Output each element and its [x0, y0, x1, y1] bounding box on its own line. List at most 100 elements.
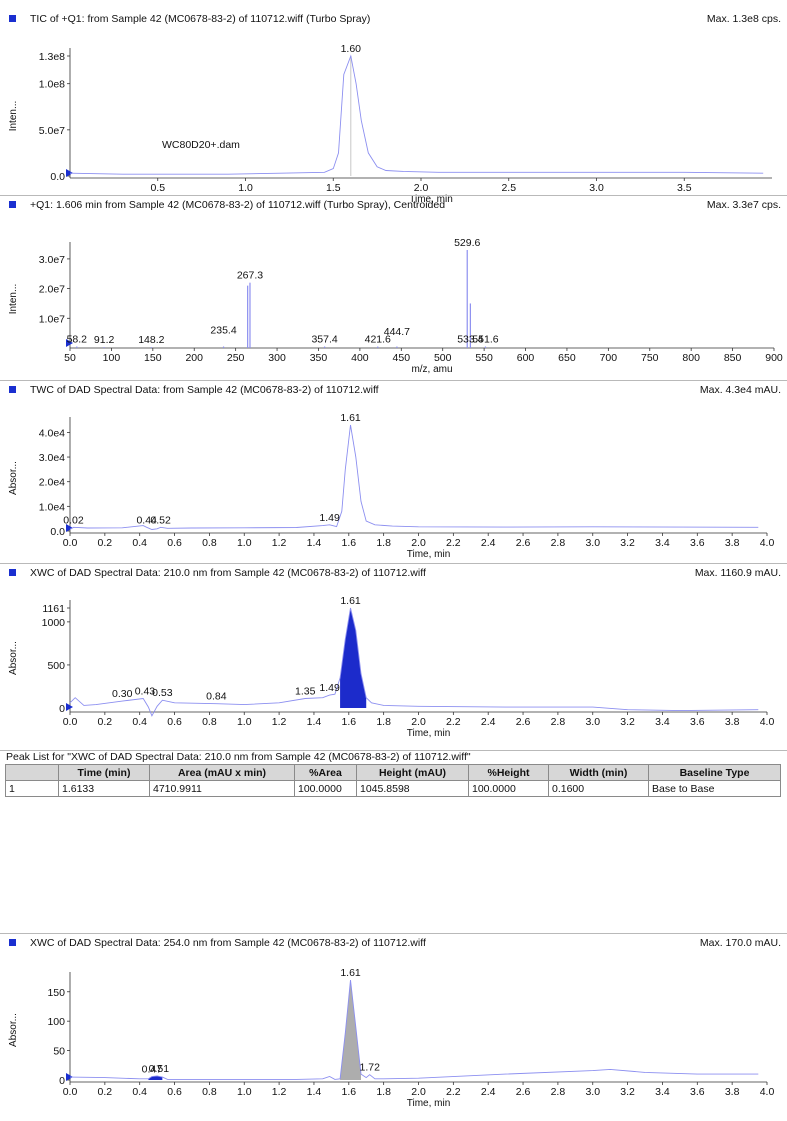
- x-tick-label: 3.6: [690, 1086, 705, 1098]
- origin-marker-icon: [66, 703, 73, 711]
- table-row[interactable]: 1 1.6133 4710.9911 100.0000 1045.8598 10…: [5, 780, 781, 797]
- cell-time: 1.6133: [58, 780, 150, 797]
- peak-label: 0.30: [112, 688, 133, 700]
- x-tick-label: 3.0: [585, 716, 600, 728]
- col-pct-height[interactable]: %Height: [468, 764, 549, 781]
- chart-twc[interactable]: 0.0 0.2 0.4 0.6 0.8 1.0 1.2 1.4 1.6 1.8 2.0 2.2 2.4 2…: [0, 381, 787, 563]
- col-index[interactable]: [5, 764, 59, 781]
- peak-label: 551.6: [472, 334, 498, 346]
- origin-marker-icon: [66, 339, 73, 347]
- peak-label: 1.61: [340, 967, 361, 979]
- chart-mass-spectrum[interactable]: 50 100 150 200 250 300 350 400 450 500 550 600 650 70…: [0, 196, 787, 380]
- x-tick-label: 1.4: [307, 537, 322, 549]
- panel-ms-title: +Q1: 1.606 min from Sample 42 (MC0678-83…: [30, 199, 446, 211]
- col-height[interactable]: Height (mAU): [356, 764, 469, 781]
- x-tick-label: 4.0: [760, 716, 775, 728]
- x-tick-label: 3.5: [677, 182, 692, 194]
- x-tick-label: 3.8: [725, 716, 740, 728]
- x-tick-label: 450: [393, 352, 411, 364]
- x-tick-label: 3.4: [655, 716, 670, 728]
- x-tick-label: 4.0: [760, 1086, 775, 1098]
- panel-ms-max: Max. 3.3e7 cps.: [706, 199, 781, 211]
- y-tick-label: 4.0e4: [39, 427, 65, 439]
- panel-separator: [0, 750, 787, 751]
- peak-label: 421.6: [365, 334, 391, 346]
- col-area[interactable]: Area (mAU x min): [149, 764, 295, 781]
- x-tick-label: 0.8: [202, 537, 217, 549]
- x-tick-label: 1.8: [376, 1086, 391, 1098]
- y-tick-label: 5.0e7: [39, 125, 65, 137]
- peak-label: 533.4: [457, 334, 483, 346]
- x-tick-label: 2.8: [551, 1086, 566, 1098]
- peak-label: 0.84: [206, 691, 227, 703]
- x-tick-label: 850: [724, 352, 742, 364]
- series-line: [69, 979, 759, 1080]
- y-tick-label: 0.0: [50, 171, 65, 183]
- panel-separator: [0, 380, 787, 381]
- cell-area: 4710.9911: [149, 780, 295, 797]
- x-tick-label: 4.0: [760, 537, 775, 549]
- y-tick-label: 1.0e7: [39, 313, 65, 325]
- x-tick-label: 0.0: [63, 1086, 78, 1098]
- x-tick-label: 0.0: [63, 537, 78, 549]
- x-tick-label: 0.8: [202, 716, 217, 728]
- peak-label: 0.52: [150, 514, 171, 526]
- series-marker-icon: [9, 15, 16, 22]
- col-time[interactable]: Time (min): [58, 764, 150, 781]
- panel-separator: [0, 933, 787, 934]
- x-tick-label: 1.0: [237, 1086, 252, 1098]
- peak-list-header-row: Time (min) Area (mAU x min) %Area Height…: [5, 764, 781, 781]
- x-tick-label: 600: [517, 352, 535, 364]
- x-tick-label: 2.4: [481, 537, 496, 549]
- col-pct-area[interactable]: %Area: [294, 764, 357, 781]
- x-axis-title: Time, min: [407, 1098, 451, 1109]
- x-tick-label: 1.6: [341, 537, 356, 549]
- x-tick-label: 2.6: [516, 537, 531, 549]
- peak-label: 0.53: [152, 687, 173, 699]
- series-marker-icon: [9, 939, 16, 946]
- y-tick-label: 0.0: [50, 526, 65, 538]
- x-tick-label: 900: [765, 352, 783, 364]
- x-tick-label: 2.2: [446, 716, 461, 728]
- x-tick-label: 2.6: [516, 1086, 531, 1098]
- col-width[interactable]: Width (min): [548, 764, 649, 781]
- series-marker-icon: [9, 569, 16, 576]
- chart-xwc-254[interactable]: 0.0 0.2 0.4 0.6 0.8 1.0 1.2 1.4 1.6 1.8 2.0 2.2 2.4 2…: [0, 934, 787, 1121]
- chart-xwc-210[interactable]: 0.0 0.2 0.4 0.6 0.8 1.0 1.2 1.4 1.6 1.8 2.0 2.2 2.4 2…: [0, 564, 787, 750]
- cell-baseline: Base to Base: [648, 780, 781, 797]
- series-line: [69, 424, 759, 530]
- x-tick-label: 3.8: [725, 537, 740, 549]
- x-tick-label: 400: [351, 352, 369, 364]
- series-line: [69, 54, 764, 175]
- panel-xwc254-max: Max. 170.0 mAU.: [699, 937, 781, 949]
- x-tick-label: 1.2: [272, 1086, 287, 1098]
- x-tick-label: 3.0: [589, 182, 604, 194]
- x-axis-title: Time, min: [407, 549, 451, 560]
- x-tick-label: 3.0: [585, 537, 600, 549]
- panel-separator: [0, 563, 787, 564]
- y-axis-title: Inten...: [8, 284, 19, 315]
- x-tick-label: 1.0: [238, 182, 253, 194]
- x-tick-label: 0.0: [63, 716, 78, 728]
- peak-label: 0.02: [63, 514, 84, 526]
- peak-label: 235.4: [210, 325, 236, 337]
- col-baseline[interactable]: Baseline Type: [648, 764, 781, 781]
- panel-separator: [0, 195, 787, 196]
- x-tick-label: 1.4: [307, 1086, 322, 1098]
- x-tick-label: 350: [310, 352, 328, 364]
- x-tick-label: 150: [144, 352, 162, 364]
- peak-label: 1.35: [295, 686, 316, 698]
- y-axis-title: Absor...: [8, 641, 19, 675]
- x-tick-label: 2.6: [516, 716, 531, 728]
- x-axis-title: Time, min: [407, 728, 451, 739]
- peak-label: 1.61: [340, 595, 361, 607]
- cell-pct-area: 100.0000: [294, 780, 357, 797]
- peak-list-table[interactable]: Time (min) Area (mAU x min) %Area Height…: [5, 764, 781, 797]
- y-tick-label: 1.0e8: [39, 79, 65, 91]
- x-tick-label: 300: [268, 352, 286, 364]
- panel-twc-max: Max. 4.3e4 mAU.: [699, 384, 781, 396]
- chart-tic[interactable]: 0.5 1.0 1.5 2.0 2.5 3.0 3.5 0.0 5.0e7 1.0e8 1.3e8 T…: [0, 10, 787, 205]
- x-tick-label: 2.0: [411, 716, 426, 728]
- x-tick-label: 0.6: [167, 537, 182, 549]
- peak-label: 0.44: [136, 514, 157, 526]
